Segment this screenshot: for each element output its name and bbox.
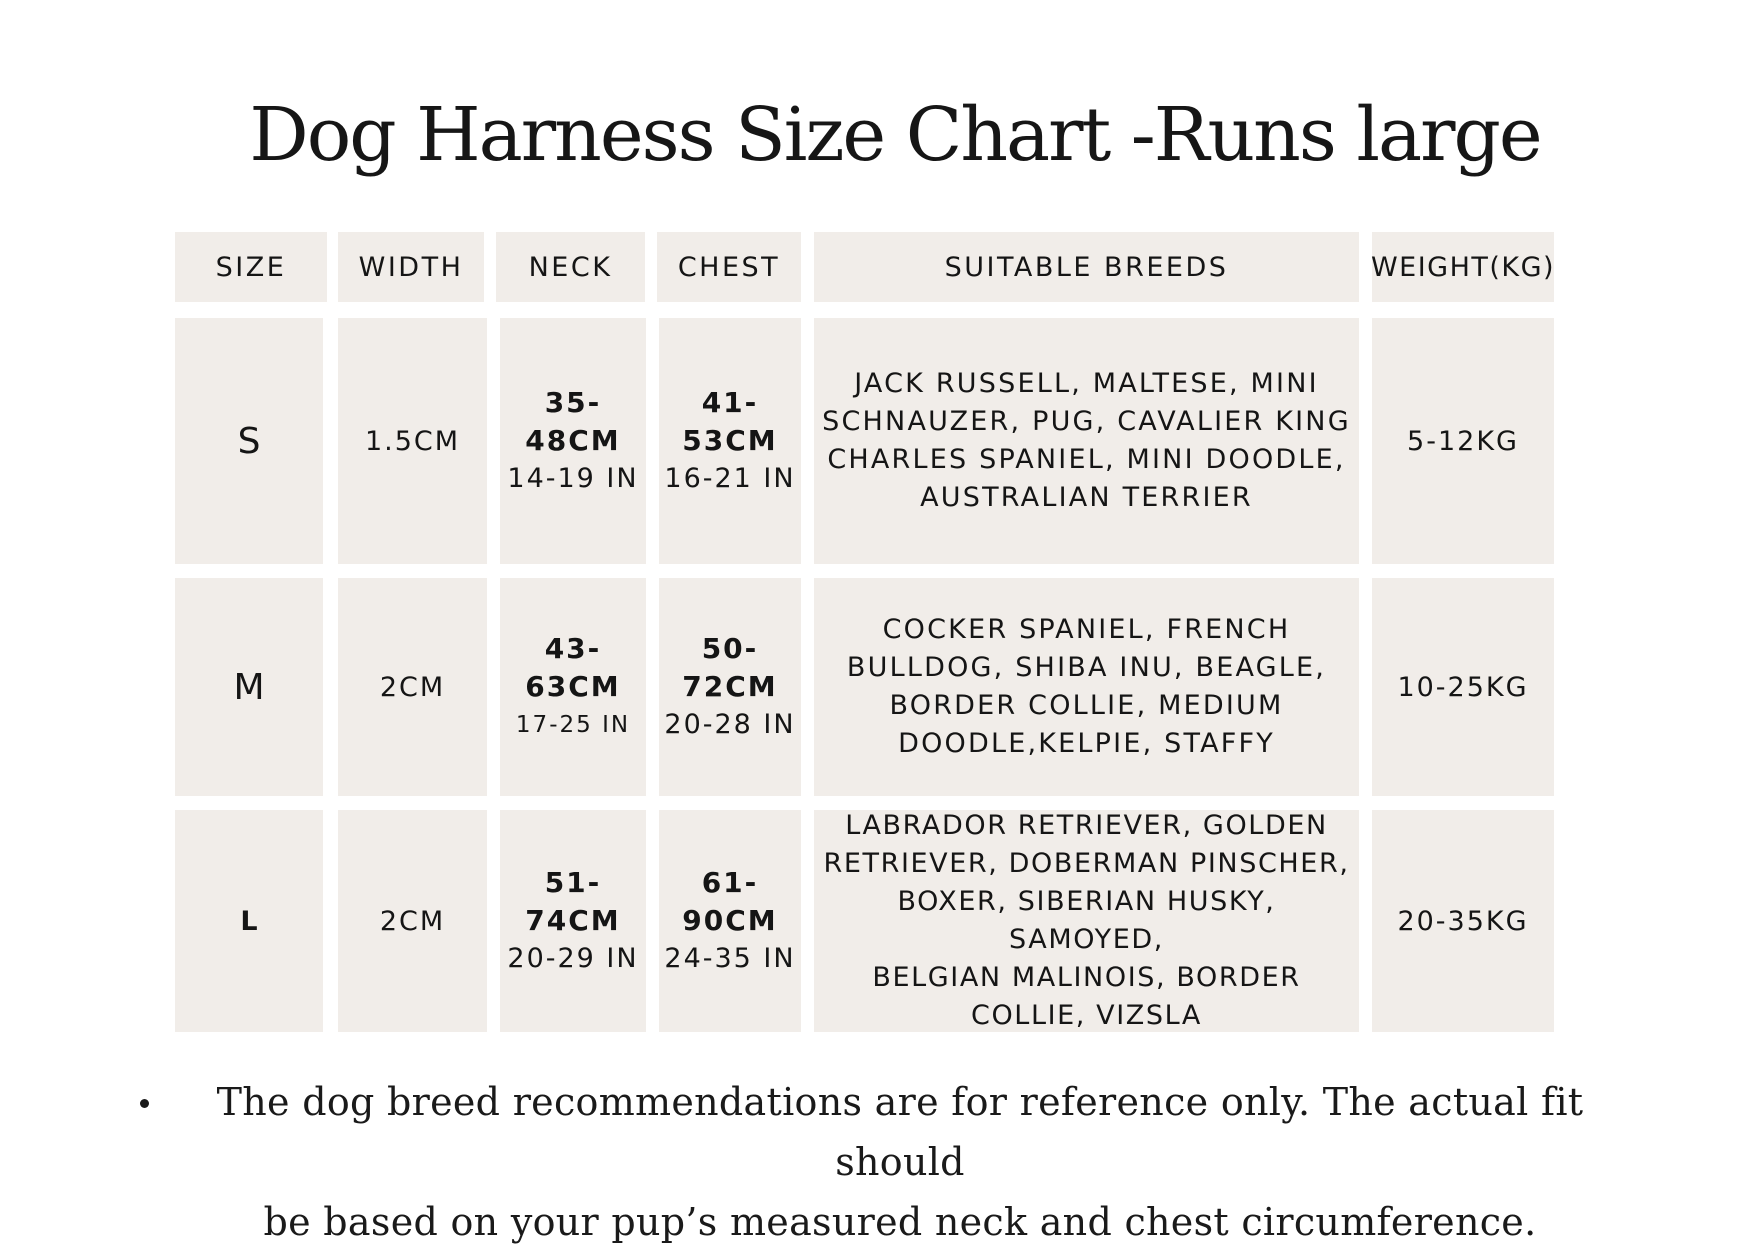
header-suitable-breeds: SUITABLE BREEDS bbox=[814, 232, 1359, 302]
breeds-line: SCHNAUZER, PUG, CAVALIER KING bbox=[822, 406, 1351, 437]
footnote: The dog breed recommendations are for re… bbox=[150, 1072, 1650, 1252]
weight-value: 10-25KG bbox=[1397, 671, 1529, 703]
chest-cell-l: 61-90CM 24-35 IN bbox=[659, 810, 801, 1032]
weight-cell-l: 20-35KG bbox=[1372, 810, 1554, 1032]
size-cell-m: M bbox=[175, 578, 323, 796]
neck-cell-l: 51-74CM 20-29 IN bbox=[500, 810, 646, 1032]
size-cell-l: L bbox=[175, 810, 323, 1032]
chest-cm: 50-72CM bbox=[682, 632, 778, 703]
bullet-icon bbox=[140, 1099, 149, 1108]
neck-cm: 51-74CM bbox=[525, 866, 621, 937]
weight-cell-s: 5-12KG bbox=[1372, 318, 1554, 564]
size-label: L bbox=[240, 905, 258, 937]
width-cell-s: 1.5CM bbox=[338, 318, 487, 564]
breeds-line: COLLIE, VIZSLA bbox=[971, 1000, 1202, 1031]
width-cell-m: 2CM bbox=[338, 578, 487, 796]
neck-in: 14-19 IN bbox=[507, 463, 639, 494]
header-chest: CHEST bbox=[657, 232, 801, 302]
weight-value: 20-35KG bbox=[1397, 905, 1529, 937]
size-label: S bbox=[237, 420, 261, 462]
breeds-line: CHARLES SPANIEL, MINI DOODLE, bbox=[827, 444, 1346, 475]
header-width: WIDTH bbox=[338, 232, 484, 302]
width-value: 1.5CM bbox=[364, 425, 461, 457]
chest-in: 16-21 IN bbox=[664, 463, 796, 494]
chest-cell-s: 41-53CM 16-21 IN bbox=[659, 318, 801, 564]
neck-in: 17-25 IN bbox=[515, 712, 631, 738]
breeds-cell-s: JACK RUSSELL, MALTESE, MINI SCHNAUZER, P… bbox=[814, 318, 1359, 564]
page-title: Dog Harness Size Chart -Runs large bbox=[249, 92, 1542, 178]
breeds-line: RETRIEVER, DOBERMAN PINSCHER, bbox=[823, 848, 1350, 879]
size-label: M bbox=[233, 666, 265, 708]
size-cell-s: S bbox=[175, 318, 323, 564]
breeds-line: BOXER, SIBERIAN HUSKY, SAMOYED, bbox=[897, 886, 1276, 955]
breeds-line: BORDER COLLIE, MEDIUM bbox=[889, 690, 1284, 721]
width-value: 2CM bbox=[379, 905, 446, 937]
neck-cell-s: 35-48CM 14-19 IN bbox=[500, 318, 646, 564]
breeds-line: DOODLE,KELPIE, STAFFY bbox=[898, 728, 1275, 759]
breeds-line: BELGIAN MALINOIS, BORDER bbox=[872, 962, 1301, 993]
header-weight: WEIGHT(KG) bbox=[1371, 232, 1554, 302]
header-neck: NECK bbox=[496, 232, 645, 302]
weight-cell-m: 10-25KG bbox=[1372, 578, 1554, 796]
footnote-line: be based on your pup’s measured neck and… bbox=[263, 1200, 1537, 1244]
breeds-line: JACK RUSSELL, MALTESE, MINI bbox=[854, 368, 1319, 399]
breeds-cell-m: COCKER SPANIEL, FRENCH BULLDOG, SHIBA IN… bbox=[814, 578, 1359, 796]
breeds-line: COCKER SPANIEL, FRENCH bbox=[882, 614, 1291, 645]
neck-cm: 43-63CM bbox=[525, 632, 621, 703]
chest-cell-m: 50-72CM 20-28 IN bbox=[659, 578, 801, 796]
chest-in: 24-35 IN bbox=[664, 943, 796, 974]
chest-in: 20-28 IN bbox=[664, 709, 796, 740]
breeds-line: AUSTRALIAN TERRIER bbox=[920, 482, 1253, 513]
chest-cm: 41-53CM bbox=[682, 386, 778, 457]
width-cell-l: 2CM bbox=[338, 810, 487, 1032]
neck-cm: 35-48CM bbox=[525, 386, 621, 457]
breeds-line: LABRADOR RETRIEVER, GOLDEN bbox=[845, 810, 1328, 841]
weight-value: 5-12KG bbox=[1407, 425, 1519, 457]
breeds-cell-l: LABRADOR RETRIEVER, GOLDEN RETRIEVER, DO… bbox=[814, 810, 1359, 1032]
footnote-line: The dog breed recommendations are for re… bbox=[216, 1080, 1584, 1184]
breeds-line: BULLDOG, SHIBA INU, BEAGLE, bbox=[846, 652, 1327, 683]
width-value: 2CM bbox=[379, 671, 446, 703]
header-size: SIZE bbox=[175, 232, 327, 302]
neck-cell-m: 43-63CM 17-25 IN bbox=[500, 578, 646, 796]
neck-in: 20-29 IN bbox=[507, 943, 639, 974]
chest-cm: 61-90CM bbox=[682, 866, 778, 937]
